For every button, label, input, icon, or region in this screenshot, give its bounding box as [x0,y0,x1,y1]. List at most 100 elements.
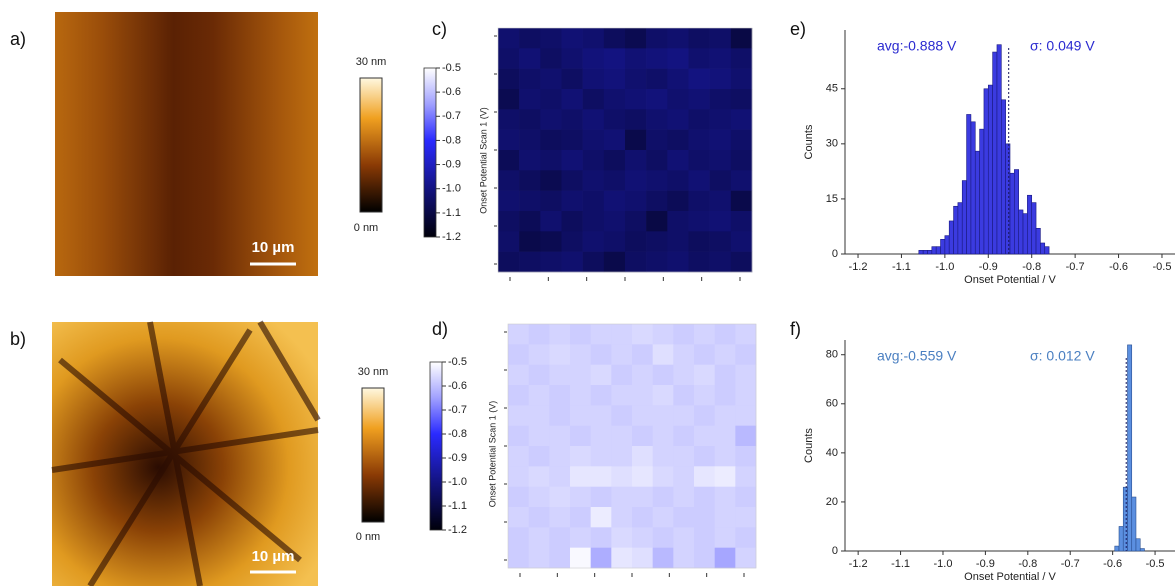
histogram-bar [940,239,946,255]
heatmap-cell [735,446,757,467]
heatmap-cell [714,486,736,508]
heatmap-cell [603,190,626,212]
heatmap-cell [730,170,753,191]
heatmap-cell [519,190,541,212]
heatmap-cell [528,364,550,386]
heatmap-cell [528,547,550,569]
heatmap-cell [709,109,732,130]
heatmap-cell [673,364,695,386]
heatmap-cell [709,211,732,232]
x-tick-label: -0.5 [1146,558,1165,570]
heatmap-cell [611,344,633,365]
histogram-bar [922,250,928,255]
heatmap-cell [625,68,647,90]
x-tick-label: -0.6 [1109,261,1128,273]
heatmap-cell [688,251,710,273]
heatmap-cell [625,48,647,69]
heatmap-cell [561,231,583,252]
heatmap-cell [561,190,583,212]
heatmap-cell [694,344,715,365]
heatmap-cell [590,507,612,528]
heatmap-cell [528,507,550,528]
histogram-bar [966,114,972,255]
heatmap-cell [646,129,668,151]
x-tick-label: -0.9 [979,261,998,273]
histogram-bar [1139,548,1145,552]
heatmap-cell [519,231,541,252]
annotation: avg:-0.559 V [877,348,957,364]
heatmap-cell [667,150,689,171]
heatmap-cell [735,405,757,426]
heatmap-cell [498,170,520,191]
heatmap-cell [673,344,695,365]
histogram-bar [961,180,967,255]
heatmap-cell [667,109,689,130]
heatmap-cell [714,324,736,345]
heatmap-cell [498,68,520,90]
colorbar-label: Onset Potential Scan 1 (V) [478,107,488,214]
colorbar-tick-label: -0.8 [442,134,461,146]
heatmap-cell [652,405,674,426]
heatmap-cell [632,324,653,345]
histogram-bar [918,250,924,255]
colorbar [429,361,443,531]
heatmap-cell [611,405,633,426]
heatmap-cell [590,324,612,345]
heatmap-cell [582,190,605,212]
histogram-bar [1118,526,1124,552]
heatmap-cell [667,129,689,151]
heatmap-cell [667,231,689,252]
afm-texture [51,320,321,586]
heatmap-cell [652,385,674,406]
heatmap-cell [646,48,668,69]
heatmap-cell [611,385,633,406]
colorbar-min: 0 nm [356,531,380,543]
heatmap-cell [498,251,520,273]
heatmap-cell [735,324,757,345]
annotation: σ: 0.012 V [1030,348,1095,364]
heatmap-cell [519,48,541,69]
heatmap-cell [498,89,520,110]
heatmap-cell [528,385,550,406]
heatmap-cell [709,170,732,191]
heatmap-cell [603,150,626,171]
heatmap-cell [709,150,732,171]
heatmap-cell [498,231,520,252]
heatmap-cell [582,211,605,232]
heatmap-cell [528,324,550,345]
heatmap-cell [498,190,520,212]
heatmap-cell [709,129,732,151]
histogram-bar [979,128,985,255]
heatmap-cell [646,68,668,90]
heatmap-cell [688,170,710,191]
x-tick-label: -0.5 [1152,261,1171,273]
heatmap-cell [519,68,541,90]
heatmap-cell [549,385,571,406]
heatmap-cell [673,466,695,487]
histogram-bar [1135,538,1141,552]
heatmap-cell [714,527,736,548]
heatmap-cell [508,324,529,345]
colorbar-tick-label: -1.0 [448,476,467,488]
heatmap-cell [632,507,653,528]
scale-bar-label: 10 µm [252,239,295,256]
histogram-bar [1122,486,1128,552]
heatmap-cell [561,170,583,191]
x-tick-label: -1.1 [891,558,910,570]
histogram-bar [1022,213,1028,255]
heatmap-cell [519,170,541,191]
colorbar-tick-label: -1.0 [442,183,461,195]
heatmap-cell [540,211,562,232]
heatmap-cell [694,507,715,528]
heatmap-cell [611,527,633,548]
heatmap-cell [561,150,583,171]
histogram-bar [927,250,933,255]
colorbar-tick-label: -0.6 [442,86,461,98]
heatmap-cell [611,364,633,386]
heatmap-cell [694,364,715,386]
histogram-bar [1001,99,1006,255]
heatmap-cell [611,324,633,345]
heatmap-cell [735,486,757,508]
heatmap-cell [735,466,757,487]
y-tick-label: 0 [832,248,838,260]
